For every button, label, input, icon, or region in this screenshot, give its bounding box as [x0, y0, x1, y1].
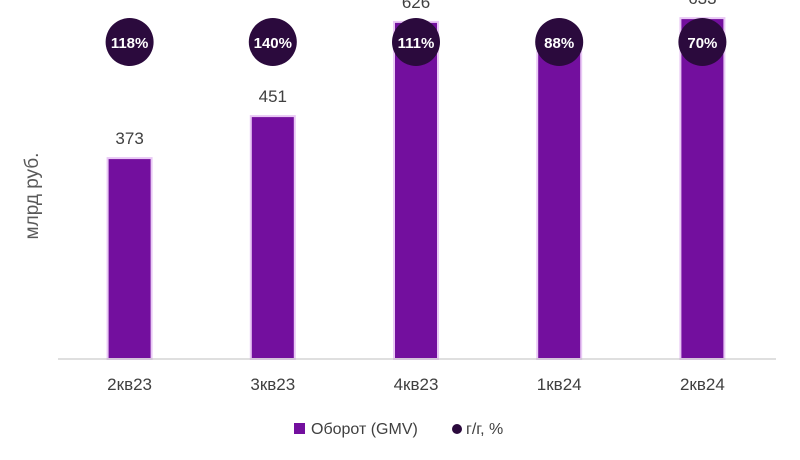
yoy-marker-3кв23	[248, 18, 297, 66]
x-tick-label: 4кв23	[394, 375, 439, 394]
bar-value-label: 373	[115, 129, 143, 148]
x-tick-label: 1кв24	[537, 375, 582, 394]
yoy-value-label: 111%	[398, 35, 435, 52]
yoy-value-label: 70%	[687, 35, 717, 52]
yoy-markers: 118% 140% 111% 88% 70%	[105, 18, 727, 66]
bar-2кв23	[106, 157, 153, 360]
y-axis-label: млрд руб.	[22, 153, 43, 240]
yoy-marker-1кв24	[535, 18, 584, 66]
yoy-marker-2кв23	[105, 18, 154, 66]
x-tick-label: 2кв23	[107, 375, 152, 394]
legend-gmv-label: Оборот (GMV)	[311, 421, 418, 438]
bar-value-label: 633	[688, 0, 716, 8]
legend-yoy-swatch	[452, 424, 462, 434]
bar-value-label: 451	[259, 87, 287, 106]
yoy-value-label: 88%	[544, 35, 574, 52]
x-tick-label: 2кв24	[680, 375, 725, 394]
legend: Оборот (GMV) г/г, %	[294, 421, 503, 438]
x-axis-ticks: 2кв23 3кв23 4кв23 1кв24 2кв24	[107, 375, 725, 394]
yoy-value-label: 140%	[254, 35, 292, 52]
legend-gmv-swatch	[294, 423, 305, 434]
yoy-value-label: 118%	[111, 35, 149, 52]
bar-1кв24	[536, 51, 583, 360]
bars-layer	[106, 17, 726, 361]
bar-4кв23	[393, 20, 439, 361]
x-tick-label: 3кв23	[250, 375, 295, 394]
bar-value-label: 626	[402, 0, 430, 12]
bar-2кв24	[679, 17, 726, 360]
yoy-marker-2кв24	[678, 18, 727, 66]
yoy-marker-4кв23	[392, 18, 440, 66]
legend-yoy-label: г/г, %	[466, 421, 503, 438]
bar-3кв23	[249, 115, 296, 360]
